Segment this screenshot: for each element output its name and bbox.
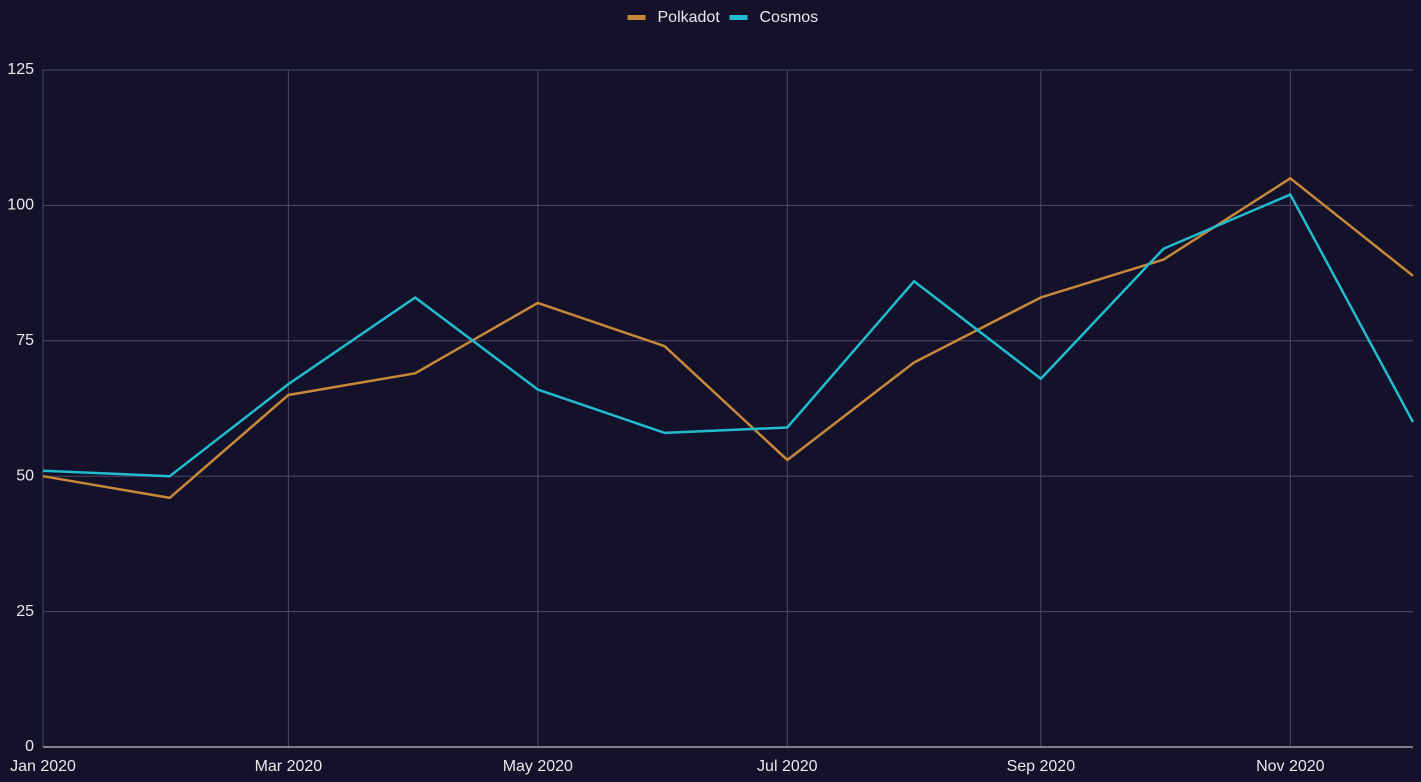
x-tick-label: Sep 2020 xyxy=(1007,758,1076,775)
legend-label: Cosmos xyxy=(760,9,819,26)
y-tick-label: 100 xyxy=(7,197,34,214)
y-tick-label: 25 xyxy=(16,603,34,620)
y-tick-label: 75 xyxy=(16,332,34,349)
legend-swatch xyxy=(627,15,646,20)
series-line xyxy=(42,193,1415,478)
x-tick-label: Jan 2020 xyxy=(10,758,76,775)
x-tick-label: May 2020 xyxy=(503,758,573,775)
x-tick-label: Mar 2020 xyxy=(255,758,323,775)
y-tick-label: 50 xyxy=(16,467,34,484)
series-line xyxy=(42,177,1414,500)
y-tick-label: 125 xyxy=(7,61,34,78)
legend-label: Polkadot xyxy=(658,9,721,26)
legend-swatch xyxy=(729,15,748,20)
x-tick-label: Jul 2020 xyxy=(757,758,818,775)
x-tick-label: Nov 2020 xyxy=(1256,758,1325,775)
y-tick-label: 0 xyxy=(25,738,34,755)
